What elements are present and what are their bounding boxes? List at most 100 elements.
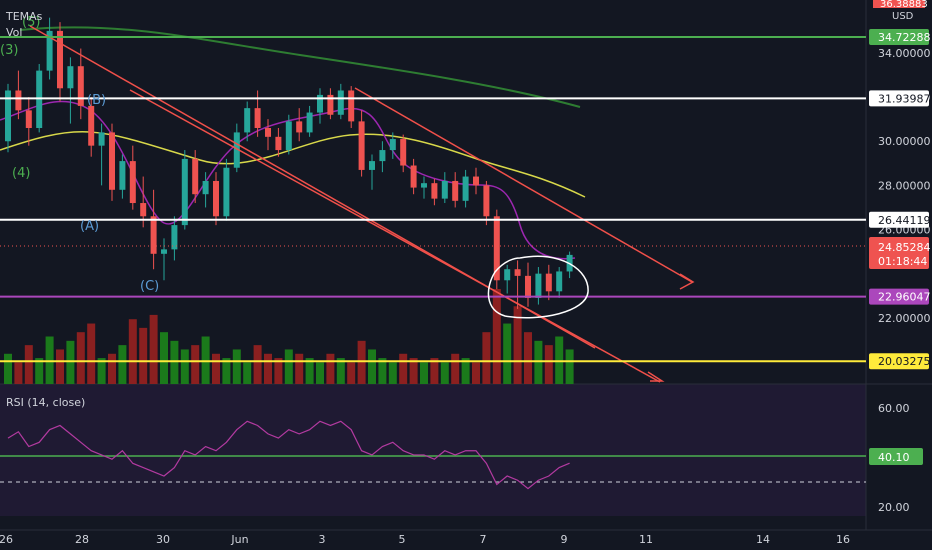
candle-body xyxy=(327,94,334,115)
volume-bar xyxy=(347,362,356,384)
volume-bar xyxy=(212,353,220,384)
candle xyxy=(379,141,386,173)
ema-green-line xyxy=(19,26,581,108)
rsi-current-tag xyxy=(869,448,923,465)
volume-bar xyxy=(232,349,241,384)
candle xyxy=(223,158,230,221)
volume-bar xyxy=(305,358,314,384)
volume-bar xyxy=(76,332,85,384)
candle xyxy=(327,88,334,120)
candle xyxy=(161,238,167,281)
candle xyxy=(525,262,531,307)
volume-bar xyxy=(513,306,522,384)
volume-bar xyxy=(191,345,200,384)
candle-body xyxy=(296,121,303,133)
candle xyxy=(556,267,563,298)
candle xyxy=(296,108,303,142)
trend-line-upper-right xyxy=(354,87,693,283)
volume-bar xyxy=(66,340,75,384)
candle-body xyxy=(421,183,427,188)
volume-bar xyxy=(139,327,148,384)
candle-body xyxy=(202,180,209,195)
candle xyxy=(265,119,271,151)
volume-bar xyxy=(4,353,12,384)
candle xyxy=(109,123,115,201)
candle xyxy=(545,264,552,301)
candle-body xyxy=(181,158,188,226)
candle-body xyxy=(556,271,563,292)
time-tick: Jun xyxy=(230,533,248,546)
volume-bar xyxy=(388,362,397,384)
candle xyxy=(15,70,22,120)
level-23-tag xyxy=(869,288,929,305)
wave-labels: (3) (5) (4) (A) (B) (C) xyxy=(0,15,159,294)
rsi-title: RSI (14, close) xyxy=(6,396,85,409)
candle-body xyxy=(254,108,261,128)
volume-bar xyxy=(108,353,116,384)
time-tick: 5 xyxy=(399,533,406,546)
level-34-tag xyxy=(869,29,929,46)
volume-bar xyxy=(503,323,512,384)
volume-bar xyxy=(316,362,324,384)
level-20-tag xyxy=(869,353,929,370)
candle-body xyxy=(213,180,219,217)
candle xyxy=(88,97,95,157)
price-tick: 28.00000 xyxy=(878,179,931,192)
candle xyxy=(57,22,63,102)
level-20-label: 20.03275 xyxy=(878,355,931,368)
volume-bar xyxy=(295,353,304,384)
candle-body xyxy=(244,108,251,133)
candle xyxy=(244,101,251,142)
top-price-tag xyxy=(873,0,925,8)
candle-body xyxy=(389,139,396,151)
volume-bar xyxy=(87,323,96,384)
volume-bar xyxy=(472,362,480,384)
time-axis[interactable]: 26 28 30 Jun 3 5 7 9 11 14 16 xyxy=(0,533,850,546)
volume-bar xyxy=(378,358,387,384)
rsi-panel xyxy=(0,384,866,516)
candle-body xyxy=(171,225,178,250)
candle xyxy=(25,97,32,146)
trend-arrow-upper xyxy=(679,273,695,290)
candle-body xyxy=(317,94,323,113)
candle-body xyxy=(265,128,271,137)
time-tick: 9 xyxy=(561,533,568,546)
candle xyxy=(504,264,511,294)
candle xyxy=(192,150,199,204)
volume-bar xyxy=(534,340,543,384)
candle-body xyxy=(379,150,386,162)
trend-line-lower xyxy=(129,89,661,383)
level-tags: 34.72288 31.93987 26.44119 22.96047 20.03275 xyxy=(869,29,931,370)
level-32-label: 31.93987 xyxy=(878,92,931,105)
level-23-label: 22.96047 xyxy=(878,291,931,304)
candle xyxy=(171,216,178,261)
candle-body xyxy=(285,121,292,151)
time-tick: 14 xyxy=(756,533,770,546)
candle xyxy=(150,189,157,270)
volume-bar xyxy=(14,362,23,384)
candle xyxy=(358,110,365,177)
volume-bar xyxy=(243,362,252,384)
candle-body xyxy=(525,275,531,298)
candle-body xyxy=(452,180,459,201)
rsi-tick-60: 60.00 xyxy=(878,402,910,415)
candle-body xyxy=(348,90,355,122)
candle-body xyxy=(306,112,313,133)
candle-body xyxy=(545,273,552,292)
candle xyxy=(98,123,105,186)
candle-body xyxy=(161,249,167,254)
volume-bar xyxy=(326,353,335,384)
current-price-value: 24.85284 xyxy=(878,241,931,254)
candle xyxy=(317,88,323,124)
candle xyxy=(514,260,521,309)
volume-bar xyxy=(118,345,127,384)
volume-bar xyxy=(24,345,33,384)
volume-bar xyxy=(492,289,501,384)
time-tick: 11 xyxy=(639,533,653,546)
candle-body xyxy=(441,180,448,199)
candle-body xyxy=(67,66,74,89)
candle xyxy=(5,83,11,153)
trend-arrow-lower xyxy=(647,371,665,382)
candle-body xyxy=(410,165,417,188)
